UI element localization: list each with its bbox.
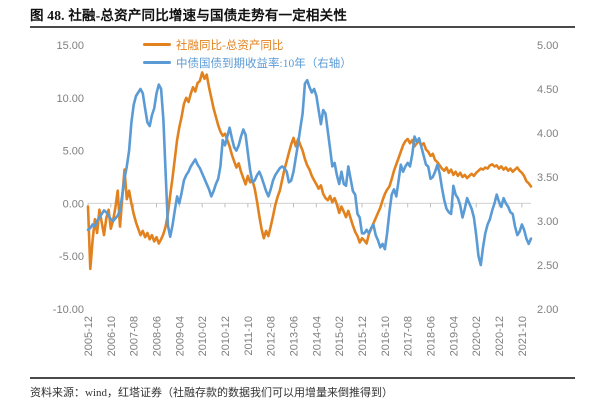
x-tick-label: 2013-06: [289, 316, 301, 356]
figure-title: 图 48. 社融-总资产同比增速与国债走势有一定相关性: [30, 8, 348, 23]
x-tick-label: 2006-10: [106, 316, 118, 356]
right-axis-label: 4.50: [537, 84, 558, 96]
x-tick-label: 2019-04: [448, 316, 460, 356]
right-axis-label: 4.00: [537, 128, 558, 140]
orange-line-swatch: [143, 42, 171, 47]
series-line-shr-yoy: [86, 71, 533, 271]
left-axis-label: 5.00: [63, 146, 84, 158]
chart-legend: 社融同比-总资产同比 中债国债到期收益率:10年（右轴）: [143, 37, 352, 70]
footer-divider: [30, 377, 575, 379]
x-tick-label: 2017-08: [403, 316, 415, 356]
x-tick-label: 2018-06: [426, 316, 438, 356]
x-tick-label: 2020-12: [494, 316, 506, 356]
left-axis-label: 15.00: [56, 40, 84, 52]
x-tick-label: 2015-12: [357, 316, 369, 356]
legend-item-bond-yield: 中债国债到期收益率:10年（右轴）: [143, 55, 352, 70]
left-axis-label: -10.00: [53, 304, 84, 316]
x-tick-label: 2021-10: [517, 316, 529, 356]
series-line-bond-yield: [86, 78, 533, 267]
right-axis-label: 3.00: [537, 216, 558, 228]
x-tick-label: 2010-12: [220, 316, 232, 356]
x-tick-label: 2009-04: [174, 316, 186, 356]
left-axis-label: 10.00: [56, 93, 84, 105]
legend-label-shr-yoy: 社融同比-总资产同比: [176, 39, 284, 52]
left-axis-label: 0.00: [63, 198, 84, 210]
x-tick-label: 2005-12: [83, 316, 95, 356]
right-axis-label: 2.00: [537, 304, 558, 316]
legend-item-shr-yoy: 社融同比-总资产同比: [143, 37, 352, 52]
x-tick-label: 2008-06: [152, 316, 164, 356]
legend-label-bond-yield: 中债国债到期收益率:10年（右轴）: [176, 57, 352, 70]
x-tick-label: 2014-04: [311, 316, 323, 356]
x-tick-label: 2012-08: [266, 316, 278, 356]
x-tick-label: 2011-10: [243, 316, 255, 356]
x-tick-label: 2020-02: [471, 316, 483, 356]
right-axis-label: 2.50: [537, 260, 558, 272]
right-axis-label: 3.50: [537, 172, 558, 184]
x-tick-label: 2015-02: [334, 316, 346, 356]
x-tick-label: 2016-10: [380, 316, 392, 356]
source-note: 资料来源：wind，红塔证券（社融存款的数据我们可以用增量来倒推得到）: [30, 387, 393, 399]
left-axis-label: -5.00: [59, 251, 84, 263]
blue-line-swatch: [143, 60, 171, 65]
title-divider: [30, 26, 575, 28]
x-tick-label: 2007-08: [129, 316, 141, 356]
x-tick-label: 2010-02: [197, 316, 209, 356]
right-axis-label: 5.00: [537, 40, 558, 52]
